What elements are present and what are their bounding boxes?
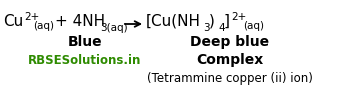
Text: 4: 4 — [218, 23, 225, 33]
Text: 3(aq): 3(aq) — [100, 23, 128, 33]
Text: RBSESolutions.in: RBSESolutions.in — [28, 54, 142, 67]
Text: [Cu(NH: [Cu(NH — [146, 14, 201, 29]
Text: Complex: Complex — [196, 53, 264, 67]
Text: 3: 3 — [203, 23, 210, 33]
Text: 2+: 2+ — [24, 12, 39, 22]
Text: ): ) — [209, 14, 215, 29]
Text: ]: ] — [224, 14, 230, 29]
Text: (Tetrammine copper (ii) ion): (Tetrammine copper (ii) ion) — [147, 72, 313, 85]
Text: Blue: Blue — [68, 35, 102, 49]
Text: Deep blue: Deep blue — [190, 35, 270, 49]
Text: (aq): (aq) — [33, 21, 54, 31]
Text: + 4NH: + 4NH — [55, 14, 105, 29]
Text: Cu: Cu — [3, 14, 23, 29]
Text: 2+: 2+ — [231, 12, 246, 22]
Text: (aq): (aq) — [243, 21, 264, 31]
